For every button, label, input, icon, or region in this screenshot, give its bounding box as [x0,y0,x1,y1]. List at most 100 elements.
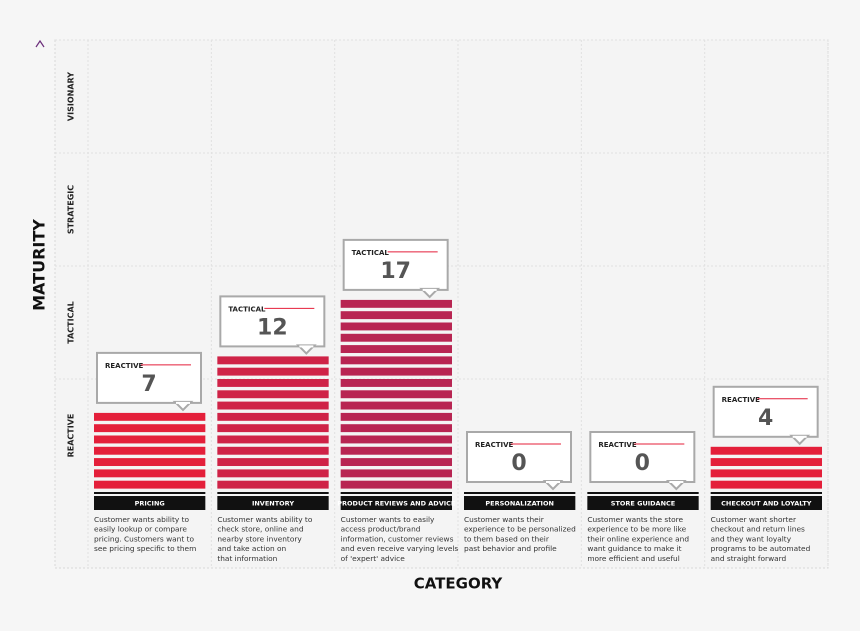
bar-stripe [217,390,329,399]
category-label-bg [587,496,699,510]
baseline [217,492,329,494]
bar-stripe [217,412,329,421]
bar-stripe [340,356,452,365]
category-description: access product/brand [341,525,421,534]
bar [217,356,329,489]
bar-stripe [94,412,206,421]
category-description: programs to be automated [711,544,811,553]
category-description: checkout and return lines [711,525,805,534]
bar-stripe [340,390,452,399]
bar-stripe [94,480,206,489]
category-description: that information [217,554,277,563]
callout-label: TACTICAL [228,305,266,313]
category-description: and they want loyalty [711,534,792,543]
x-tick-label: PERSONALIZATION [485,500,554,508]
bar [710,446,822,489]
bar-stripe [94,469,206,478]
x-tick-label: CHECKOUT AND LOYALTY [721,500,812,508]
category-description: experience to be more like [587,525,686,534]
category-description: Customer want shorter [711,515,797,524]
category-description: more efficient and useful [587,554,679,563]
category-description: experience to be personalized [464,525,576,534]
callout-value: 4 [758,406,773,431]
callout-value: 0 [635,451,650,476]
callout-box [96,351,202,404]
callout-value: 0 [511,451,526,476]
x-tick-label: INVENTORY [252,500,294,508]
baseline [340,492,452,494]
bar-stripe [710,446,822,455]
bar-stripe [217,356,329,365]
x-tick-label: PRODUCT REVIEWS AND ADVICE [337,500,455,508]
bar-stripe [340,480,452,489]
category-label-bg [94,496,206,510]
baseline [587,492,699,494]
bar-stripe [710,480,822,489]
callout-box [219,295,326,348]
callout-box [466,431,572,483]
callout-box [712,385,819,438]
bar-stripe [340,322,452,331]
callout-label: REACTIVE [475,441,514,449]
bar [340,299,452,489]
bar-stripe [340,446,452,455]
bar-stripe [217,379,329,387]
category-description: pricing. Customers want to [94,534,194,543]
bar-stripe [340,424,452,433]
x-tick-label: STORE GUIDANCE [611,500,675,508]
callout-value: 12 [257,315,288,340]
category-description: information, customer reviews [341,534,454,543]
baseline [464,492,576,494]
category-description: easily lookup or compare [94,525,187,534]
category-description: nearby store inventory [217,534,302,543]
category-description: of 'expert' advice [341,554,406,563]
bar-stripe [217,458,329,467]
callout-box [342,238,449,291]
bar [94,412,206,489]
callout-label: REACTIVE [105,362,144,370]
bar-stripe [94,435,206,444]
x-axis-title: CATEGORY [414,575,504,593]
callout-label: REACTIVE [598,441,637,449]
category-description: Customer wants ability to [217,515,313,524]
category-description: Customer wants ability to [94,515,190,524]
y-title-bg [30,218,50,312]
bar-stripe [340,299,452,308]
bar-stripe [217,480,329,489]
x-tick-label: PRICING [135,500,165,508]
callout-box [589,431,696,483]
bar-stripe [217,446,329,455]
category-description: and take action on [217,544,286,553]
category-label-bg [464,496,576,510]
y-axis-title: MATURITY [30,219,49,311]
bar-stripe [340,379,452,387]
bar-stripe [340,458,452,467]
category-description: see pricing specific to them [94,544,196,553]
y-level-label: STRATEGIC [67,185,76,234]
y-axis-arrowhead [35,39,45,48]
bar-stripe [217,367,329,376]
category-label-bg [710,496,822,510]
y-level-label: TACTICAL [67,301,76,344]
category-description: want guidance to make it [587,544,681,553]
category-label-bg [217,496,329,510]
bar-stripe [217,469,329,478]
bar-stripe [340,469,452,478]
bar-stripe [340,345,452,354]
category-description: past behavior and profile [464,544,557,553]
category-description: check store, online and [217,525,303,534]
category-description: and straight forward [711,554,787,563]
bar-stripe [340,367,452,376]
callout-label: TACTICAL [352,249,390,257]
bar-stripe [710,469,822,478]
bar-stripe [340,435,452,444]
category-description: their online experience and [587,534,689,543]
category-description: Customer wants to easily [341,515,435,524]
callout-value: 17 [380,259,411,284]
callout-label: REACTIVE [722,396,761,404]
category-description: to them based on their [464,534,550,543]
bar-stripe [94,424,206,433]
bar-stripe [340,401,452,410]
